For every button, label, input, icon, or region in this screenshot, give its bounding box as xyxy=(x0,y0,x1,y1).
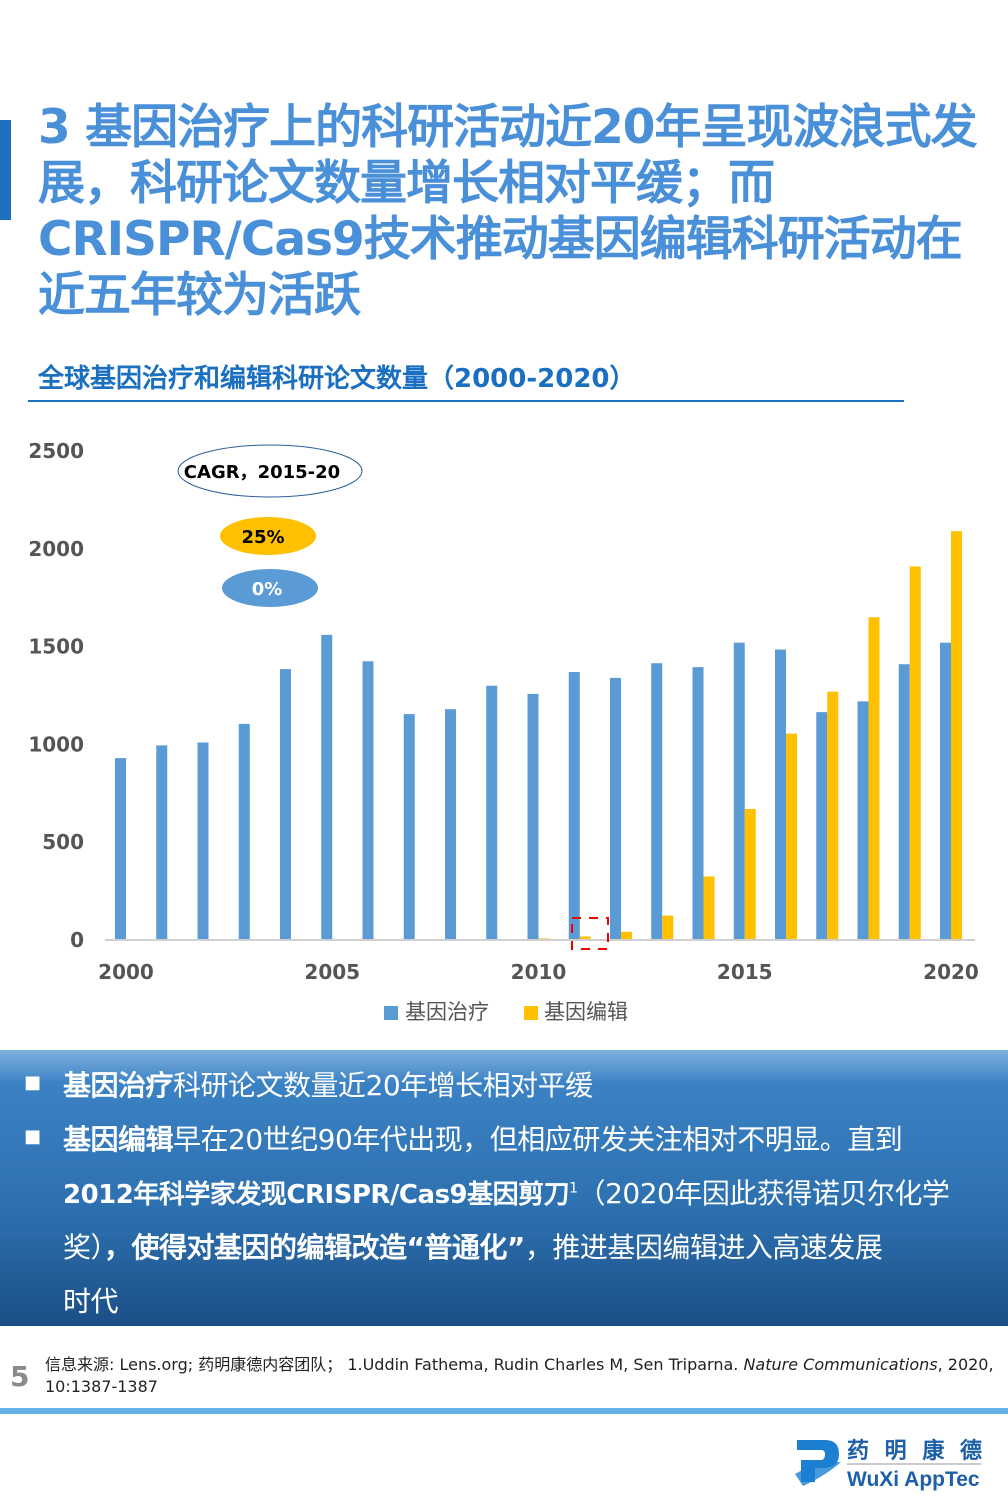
bullet: ■ xyxy=(24,1072,42,1093)
cagr-therapy-value: 0% xyxy=(252,579,283,600)
bar-editing-2013 xyxy=(662,915,674,940)
bar-therapy-2007 xyxy=(403,714,415,940)
bar-therapy-2009 xyxy=(486,685,498,940)
bar-therapy-2019 xyxy=(898,664,910,940)
footer-line xyxy=(0,1408,1008,1414)
bar-therapy-2016 xyxy=(775,649,786,940)
highlight-box xyxy=(571,917,609,950)
x-tick-label: 2005 xyxy=(304,960,360,984)
bar-therapy-2015 xyxy=(733,642,745,940)
bar-therapy-2004 xyxy=(280,669,291,940)
bar-therapy-2018 xyxy=(857,701,869,940)
bar-therapy-2003 xyxy=(238,723,250,940)
bar-therapy-2002 xyxy=(197,742,209,940)
bar-editing-2012 xyxy=(621,931,632,940)
bar-therapy-2001 xyxy=(156,745,168,940)
summary-line-4: 奖），使得对基因的编辑改造“普通化”，推进基因编辑进入高速发展 xyxy=(63,1231,883,1264)
x-tick-label: 2000 xyxy=(98,960,154,984)
legend-swatch-therapy xyxy=(384,1006,398,1020)
page-number: 5 xyxy=(10,1360,30,1393)
cagr-editing-value: 25% xyxy=(241,527,284,548)
bar-therapy-2000 xyxy=(115,758,126,940)
divider xyxy=(28,400,904,402)
bar-editing-2020 xyxy=(951,531,962,940)
wuxi-apptec-logo: 药 明 康 德 WuXi AppTec xyxy=(795,1438,986,1491)
page-title: 3 基因治疗上的科研活动近20年呈现波浪式发展，科研论文数量增长相对平缓；而CR… xyxy=(38,100,977,323)
summary-line-1: 基因治疗科研论文数量近20年增长相对平缓 xyxy=(63,1069,593,1102)
bar-editing-2017 xyxy=(827,691,839,940)
summary-line-3: 2012年科学家发现CRISPR/Cas9基因剪刀1（2020年因此获得诺贝尔化… xyxy=(63,1177,950,1210)
bar-therapy-2008 xyxy=(445,709,456,940)
chart-title: 全球基因治疗和编辑科研论文数量（2000-2020） xyxy=(38,364,636,394)
bar-editing-2014 xyxy=(703,876,715,940)
svg-text:WuXi AppTec: WuXi AppTec xyxy=(847,1468,980,1491)
bullet: ■ xyxy=(24,1126,42,1147)
bar-therapy-2020 xyxy=(940,642,951,940)
bar-therapy-2011 xyxy=(568,672,580,940)
legend-swatch-editing xyxy=(524,1006,538,1020)
summary-panel: ■ 基因治疗科研论文数量近20年增长相对平缓 ■ 基因编辑早在20世纪90年代出… xyxy=(0,1050,1008,1326)
bar-editing-2015 xyxy=(744,808,756,940)
bar-therapy-2012 xyxy=(610,677,621,940)
y-tick-label: 1000 xyxy=(28,732,84,756)
bar-therapy-2014 xyxy=(692,667,704,940)
cagr-therapy-bubble xyxy=(222,569,318,607)
cagr-editing-bubble xyxy=(220,517,316,555)
legend-label-therapy: 基因治疗 xyxy=(405,1000,489,1024)
bar-editing-2018 xyxy=(868,617,880,940)
y-tick-label: 2000 xyxy=(28,537,84,561)
cagr-label: CAGR，2015-20 xyxy=(184,462,340,483)
x-tick-label: 2020 xyxy=(923,960,979,984)
legend-label-editing: 基因编辑 xyxy=(544,1000,628,1024)
x-tick-label: 2015 xyxy=(717,960,773,984)
svg-text:药 明 康 德: 药 明 康 德 xyxy=(847,1438,986,1464)
bar-therapy-2017 xyxy=(816,712,828,940)
accent-bar xyxy=(0,120,11,220)
bar-editing-2011 xyxy=(579,936,591,940)
summary-line-5: 时代 xyxy=(63,1285,119,1318)
bar-editing-2016 xyxy=(786,733,797,940)
y-tick-label: 2500 xyxy=(28,439,84,463)
bar-therapy-2006 xyxy=(362,661,374,940)
bar-editing-2019 xyxy=(909,566,921,940)
summary-line-2: 基因编辑早在20世纪90年代出现，但相应研发关注相对不明显。直到 xyxy=(63,1123,903,1156)
y-tick-label: 500 xyxy=(42,830,84,854)
bar-therapy-2010 xyxy=(527,693,539,940)
bar-therapy-2013 xyxy=(651,663,663,940)
bar-therapy-2005 xyxy=(321,634,333,940)
cagr-label-bubble xyxy=(177,444,363,498)
y-tick-label: 0 xyxy=(70,928,84,952)
source-note: 信息来源: Lens.org; 药明康德内容团队； 1.Uddin Fathem… xyxy=(45,1355,994,1396)
x-tick-label: 2010 xyxy=(511,960,567,984)
bar-chart: 0 500 1000 1500 2000 2500 2000 2005 2010 2015 2020… xyxy=(28,439,979,1024)
y-tick-label: 1500 xyxy=(28,635,84,659)
